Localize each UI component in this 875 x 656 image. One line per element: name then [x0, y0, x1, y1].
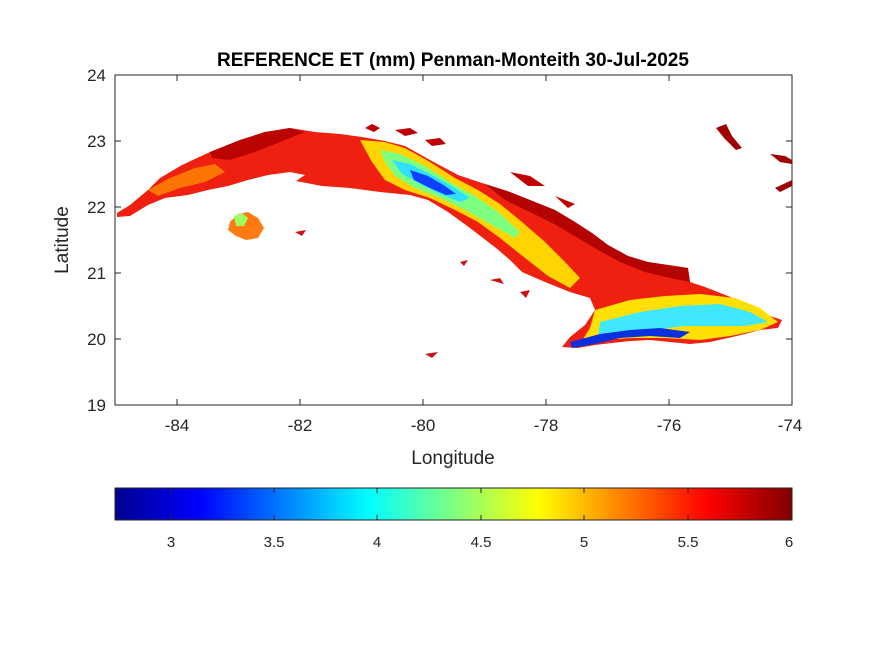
x-tick-label: -84	[165, 416, 190, 435]
y-axis: 24 23 22 21 20 19	[87, 66, 792, 415]
southeast-blue-coast	[570, 328, 690, 348]
x-tick-label: -78	[534, 416, 559, 435]
east-islands	[716, 124, 792, 192]
y-tick-label: 23	[87, 132, 106, 151]
cuba-main-island	[117, 128, 782, 348]
north-coast-band	[210, 128, 305, 160]
y-tick-label: 20	[87, 330, 106, 349]
west-orange-region	[148, 164, 225, 196]
y-tick-label: 24	[87, 66, 106, 85]
y-tick-label: 22	[87, 198, 106, 217]
x-tick-label: -80	[411, 416, 436, 435]
plot-area	[114, 74, 793, 406]
x-tick-label: -76	[657, 416, 682, 435]
x-axis: -84 -82 -80 -78 -76 -74	[165, 75, 803, 435]
x-tick-label: -74	[778, 416, 803, 435]
colorbar-tick-label: 3.5	[264, 534, 285, 551]
y-tick-label: 21	[87, 264, 106, 283]
colorbar-tick-label: 3	[167, 534, 175, 551]
et-map-layer	[117, 124, 792, 358]
y-axis-label: Latitude	[52, 206, 73, 274]
colorbar-tick-label: 5.5	[678, 534, 699, 551]
colorbar-tick-label: 4.5	[471, 534, 492, 551]
map-title: REFERENCE ET (mm) Penman-Monteith 30-Jul…	[217, 50, 689, 71]
colorbar	[114, 487, 793, 521]
colorbar-ticks: 3 3.5 4 4.5 5 5.5 6	[167, 488, 793, 551]
colorbar-tick-label: 4	[373, 534, 381, 551]
central-blue-region	[410, 170, 456, 195]
east-north-coast-band	[485, 184, 690, 282]
isla-de-la-juventud-green	[234, 213, 248, 226]
y-tick-label: 19	[87, 396, 106, 415]
x-axis-label: Longitude	[411, 448, 494, 469]
colorbar-tick-label: 5	[580, 534, 588, 551]
x-tick-label: -82	[288, 416, 313, 435]
colorbar-tick-label: 6	[785, 534, 793, 551]
